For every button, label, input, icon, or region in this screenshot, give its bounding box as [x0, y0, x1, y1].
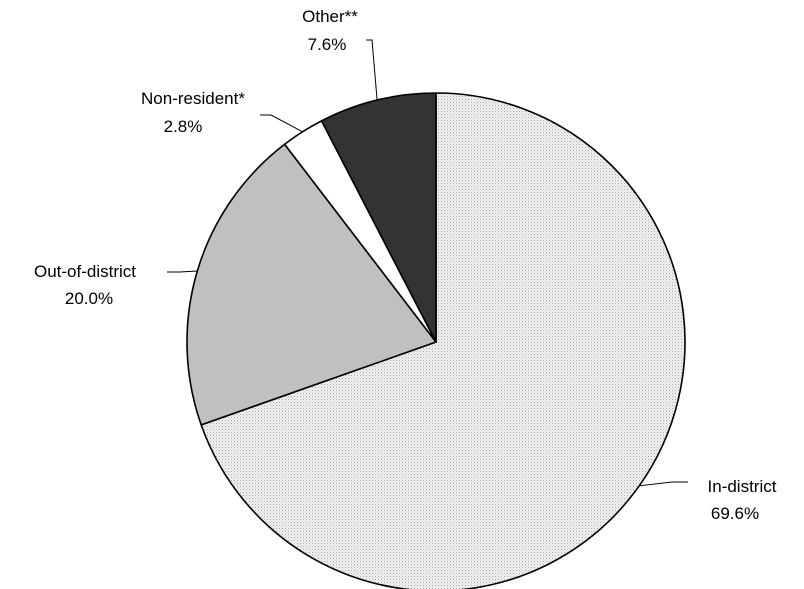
slice-value-label: 2.8% — [164, 117, 203, 136]
leader-line — [639, 481, 688, 487]
slice-label: Out-of-district — [34, 262, 136, 281]
slice-label: In-district — [708, 477, 777, 496]
slice-value-label: 7.6% — [308, 35, 347, 54]
slice-other — [320, 92, 437, 343]
label-other: Other** 7.6% — [302, 7, 358, 54]
label-out-of-district: Out-of-district 20.0% — [34, 262, 136, 308]
slice-label: Other** — [302, 7, 358, 26]
label-in-district: In-district 69.6% — [708, 477, 777, 523]
slice-in-district — [200, 92, 686, 589]
leader-line — [366, 39, 378, 101]
label-non-resident: Non-resident* 2.8% — [141, 89, 245, 136]
slice-value-label: 20.0% — [65, 289, 113, 308]
slice-label: Non-resident* — [141, 89, 245, 108]
leader-line — [167, 270, 198, 273]
leader-line — [260, 114, 303, 133]
slice-value-label: 69.6% — [711, 504, 759, 523]
